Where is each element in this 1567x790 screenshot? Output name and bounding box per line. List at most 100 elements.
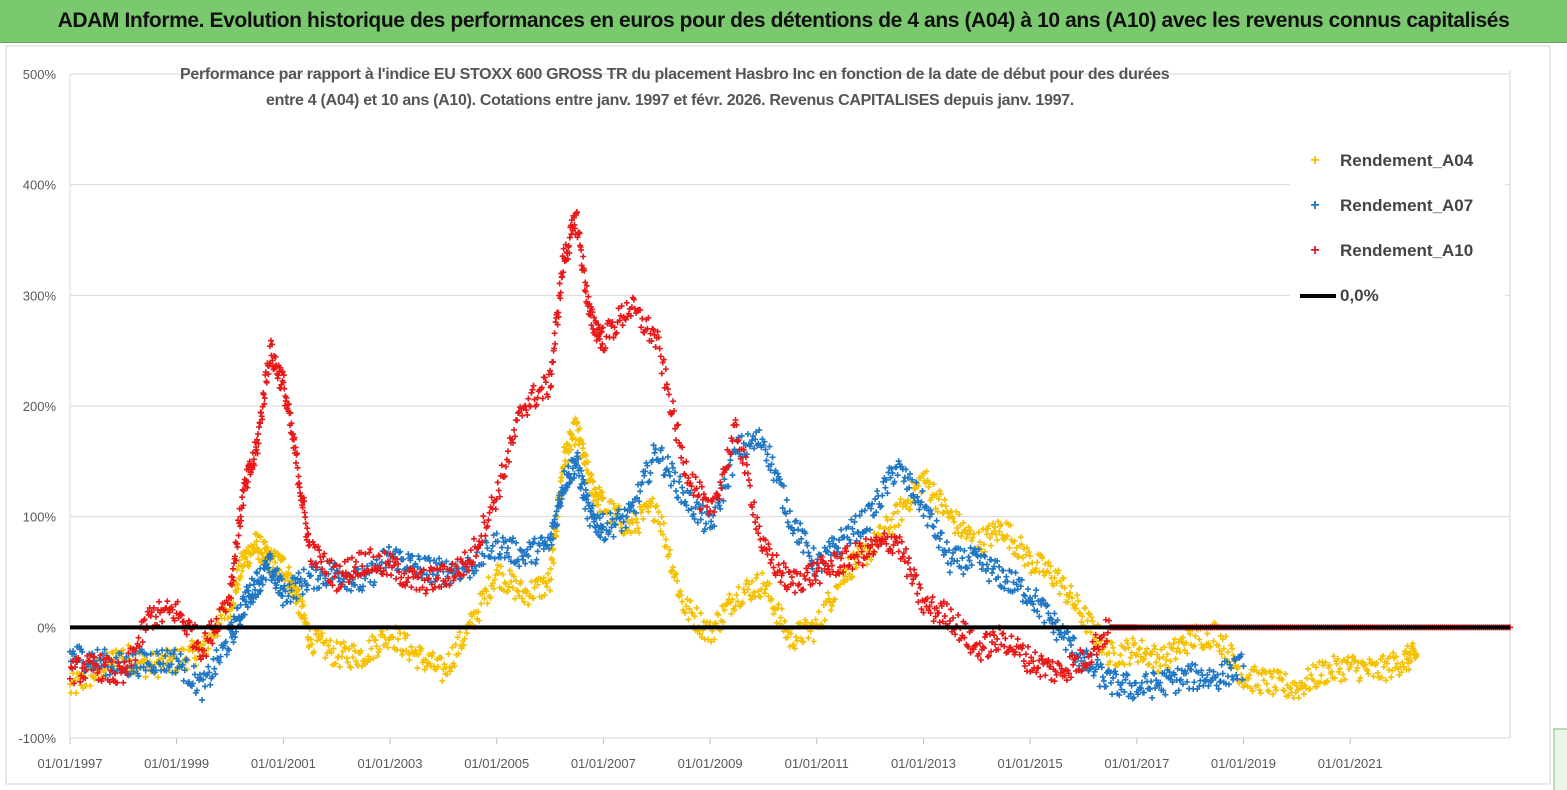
data-point (584, 459, 591, 466)
data-point (646, 478, 653, 485)
data-point (473, 567, 480, 574)
data-point (745, 581, 752, 588)
data-point (581, 267, 588, 274)
data-point (121, 659, 128, 666)
data-point (1207, 643, 1214, 650)
data-point (672, 571, 679, 578)
data-point (933, 604, 940, 611)
data-point (1110, 674, 1117, 681)
data-point (174, 598, 181, 605)
data-point (810, 638, 817, 645)
data-point (1089, 618, 1096, 625)
data-point (375, 552, 382, 559)
data-point (615, 305, 622, 312)
data-point (1228, 665, 1235, 672)
legend-item-a07[interactable]: + Rendement_A07 (1290, 191, 1473, 221)
data-point (857, 543, 864, 550)
data-point (595, 321, 602, 328)
data-point (935, 609, 942, 616)
data-point (81, 660, 88, 667)
data-point (902, 466, 909, 473)
data-point (1311, 678, 1318, 685)
data-point (655, 334, 662, 341)
data-point (639, 479, 646, 486)
data-point (510, 439, 517, 446)
data-point (404, 632, 411, 639)
data-point (1387, 653, 1394, 660)
data-point (1408, 658, 1415, 665)
data-point (1135, 646, 1142, 653)
data-point (519, 595, 526, 602)
data-point (1392, 664, 1399, 671)
data-point (574, 449, 581, 456)
data-point (547, 587, 554, 594)
data-point (992, 524, 999, 531)
data-point (1136, 684, 1143, 691)
data-point (405, 551, 412, 558)
data-point (708, 518, 715, 525)
data-point (728, 435, 735, 442)
data-point (972, 548, 979, 555)
data-point (743, 461, 750, 468)
data-point (1061, 672, 1068, 679)
data-point (1183, 639, 1190, 646)
data-point (494, 562, 501, 569)
data-point (564, 255, 571, 262)
data-point (395, 560, 402, 567)
data-point (438, 584, 445, 591)
data-point (1105, 617, 1112, 624)
data-point (314, 637, 321, 644)
data-point (702, 520, 709, 527)
legend-item-a10[interactable]: + Rendement_A10 (1290, 236, 1473, 266)
data-point (984, 565, 991, 572)
data-point (621, 506, 628, 513)
data-point (981, 634, 988, 641)
legend-item-zero[interactable]: 0,0% (1290, 281, 1379, 311)
data-point (352, 558, 359, 565)
data-point (961, 547, 968, 554)
data-point (169, 656, 176, 663)
data-point (765, 593, 772, 600)
data-point (829, 540, 836, 547)
data-point (847, 540, 854, 547)
data-point (871, 512, 878, 519)
data-point (94, 646, 101, 653)
data-point (841, 579, 848, 586)
data-point (566, 250, 573, 257)
data-point (72, 664, 79, 671)
data-point (1149, 694, 1156, 701)
data-point (718, 485, 725, 492)
data-point (70, 657, 77, 664)
data-point (626, 507, 633, 514)
data-point (1154, 651, 1161, 658)
data-point (1020, 658, 1027, 665)
data-point (211, 629, 218, 636)
data-point (1344, 659, 1351, 666)
legend-item-a04[interactable]: + Rendement_A04 (1290, 146, 1473, 176)
data-point (588, 471, 595, 478)
data-point (1128, 682, 1135, 689)
data-point (812, 616, 819, 623)
data-point (262, 576, 269, 583)
data-point (634, 494, 641, 501)
data-point (1150, 664, 1157, 671)
data-point (832, 596, 839, 603)
data-point (1025, 586, 1032, 593)
data-point (251, 541, 258, 548)
data-point (965, 553, 972, 560)
data-point (554, 521, 561, 528)
data-point (1171, 671, 1178, 678)
data-point (1079, 649, 1086, 656)
data-point (908, 571, 915, 578)
data-point (458, 558, 465, 565)
data-point (270, 366, 277, 373)
data-point (76, 657, 83, 664)
data-point (650, 442, 657, 449)
data-point (1116, 660, 1123, 667)
data-point (424, 576, 431, 583)
data-point (287, 571, 294, 578)
data-point (597, 534, 604, 541)
data-point (590, 511, 597, 518)
data-point (861, 507, 868, 514)
